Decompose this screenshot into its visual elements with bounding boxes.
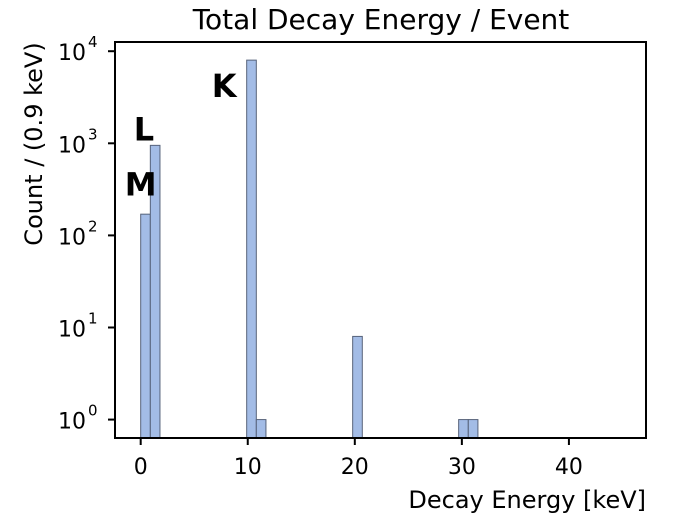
histogram-bar (352, 335, 363, 439)
y-tick-exponent: 1 (88, 309, 98, 327)
x-axis-label: Decay Energy [keV] (408, 486, 646, 514)
peak-annotations: ML K (125, 67, 238, 204)
histogram-bar (246, 59, 257, 439)
histogram-bar (140, 213, 151, 439)
x-tick-label: 10 (234, 455, 262, 480)
x-tick-label: 20 (341, 455, 369, 480)
y-tick-label: 10 (58, 133, 86, 158)
y-tick-exponent: 3 (88, 125, 98, 143)
peak-annotation: M (125, 166, 157, 204)
y-axis-label: Count / (0.9 keV) (20, 42, 48, 245)
x-axis-ticks: 0 10 20 30 40 (134, 438, 583, 480)
x-tick-label: 40 (555, 455, 583, 480)
y-tick-exponent: 0 (88, 402, 98, 420)
peak-annotation: L (134, 110, 154, 148)
bars-layer (140, 59, 479, 439)
y-tick-label: 10 (58, 410, 86, 435)
plot-frame (114, 41, 647, 439)
y-tick-label: 10 (58, 317, 86, 342)
y-tick-label: 10 (58, 225, 86, 250)
y-tick-label: 10 (58, 41, 86, 66)
chart-title: Total Decay Energy / Event (192, 3, 570, 36)
peak-annotation: K (212, 67, 238, 105)
y-tick-exponent: 2 (88, 217, 98, 235)
histogram-bar (467, 419, 479, 439)
x-tick-label: 0 (134, 455, 148, 480)
histogram-bar (255, 419, 267, 439)
histogram-bar (458, 419, 469, 439)
x-tick-label: 30 (448, 455, 476, 480)
y-tick-exponent: 4 (88, 33, 98, 51)
